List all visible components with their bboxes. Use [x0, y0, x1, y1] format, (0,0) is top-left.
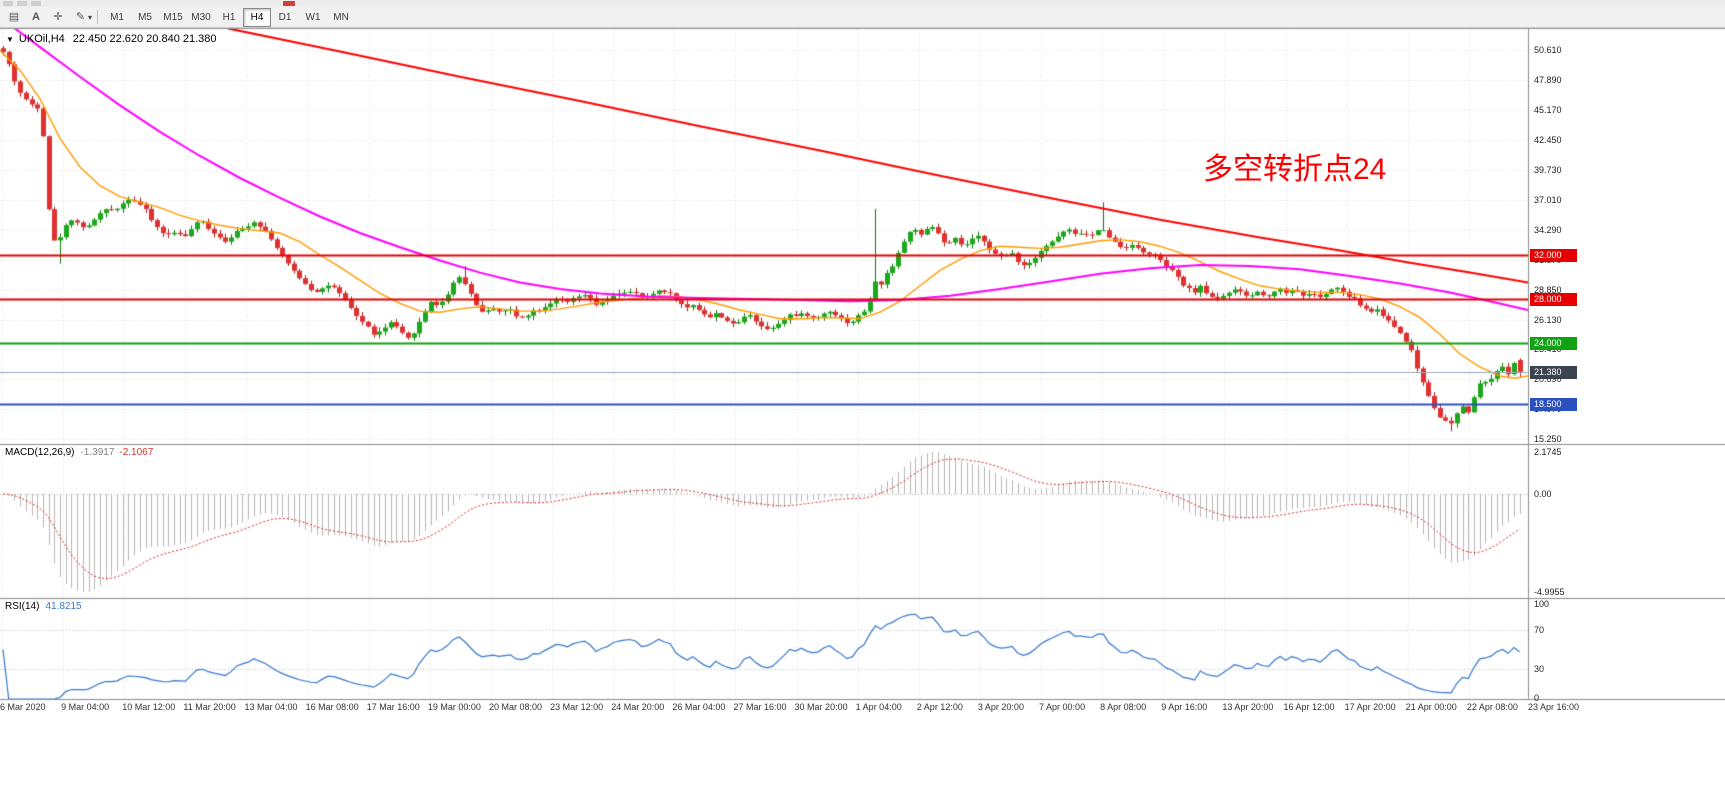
timeframe-h1[interactable]: H1 [222, 11, 236, 23]
draw-tools-icon[interactable]: ✎ [75, 11, 85, 23]
timeframe-m30[interactable]: M30 [191, 11, 211, 23]
toolbar-fragment [17, 1, 27, 6]
toolbar-separator [97, 10, 99, 24]
timeframe-h4[interactable]: H4 [243, 7, 272, 27]
toolbar-fragment [3, 1, 13, 6]
toolbar-fragment [31, 1, 41, 6]
chevron-down-icon[interactable]: ▾ [88, 12, 93, 22]
timeframe-m5[interactable]: M5 [138, 11, 152, 23]
timeframe-m15[interactable]: M15 [163, 11, 183, 23]
menu-icon[interactable]: ▤ [8, 11, 20, 23]
timeframe-w1[interactable]: W1 [305, 11, 321, 23]
text-tool-icon[interactable]: A [32, 11, 40, 23]
timeframe-d1[interactable]: D1 [278, 11, 292, 23]
timeframe-m1[interactable]: M1 [110, 11, 124, 23]
timeframe-mn[interactable]: MN [333, 11, 349, 23]
chart-toolbar: ▤ A ✛ ✎ ▾ M1 M5 M15 M30 H1 H4 D1 W1 MN [0, 7, 1725, 28]
sell-button-fragment [283, 1, 295, 6]
crosshair-icon[interactable]: ✛ [53, 11, 63, 23]
